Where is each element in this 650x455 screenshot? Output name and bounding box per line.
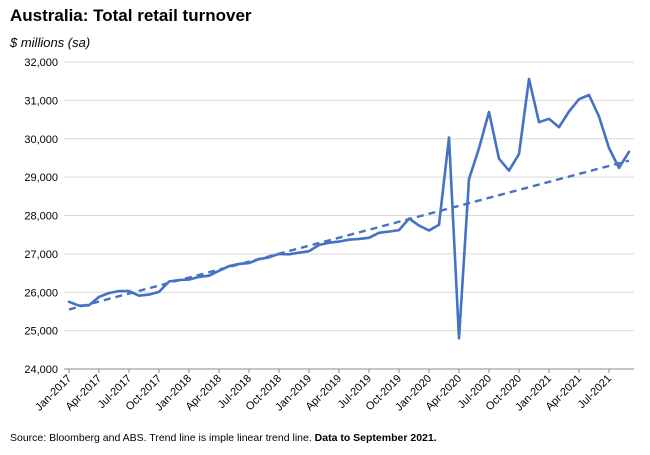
chart-title: Australia: Total retail turnover: [10, 6, 252, 25]
y-tick-label: 30,000: [24, 134, 58, 146]
y-axis-ticks: 24,000 25,000 26,000 27,000 28,000 29,000 30,0…: [24, 57, 58, 376]
y-tick-label: 26,000: [24, 287, 58, 299]
x-axis-ticks: Jan-2017Apr-2017Jul-2017Oct-2017Jan-2018…: [33, 369, 614, 414]
y-tick-label: 29,000: [24, 172, 58, 184]
source-bold-text: Data to September 2021.: [314, 432, 437, 444]
source-note: Source: Bloomberg and ABS. Trend line is…: [10, 432, 437, 444]
y-tick-label: 32,000: [24, 57, 58, 69]
y-tick-label: 25,000: [24, 326, 58, 338]
y-tick-label: 31,000: [24, 95, 58, 107]
linear-trend-line: [68, 159, 630, 311]
gridlines: [64, 61, 634, 370]
y-tick-label: 24,000: [24, 364, 58, 376]
y-tick-label: 27,000: [24, 249, 58, 261]
y-axis-unit-label: $ millions (sa): [10, 35, 91, 50]
series-layer: [67, 77, 631, 340]
y-tick-label: 28,000: [24, 211, 58, 223]
x-tick-label: Jul-2021: [576, 373, 614, 411]
source-text: Source: Bloomberg and ABS. Trend line is…: [10, 432, 315, 444]
retail-turnover-line: [67, 77, 631, 340]
